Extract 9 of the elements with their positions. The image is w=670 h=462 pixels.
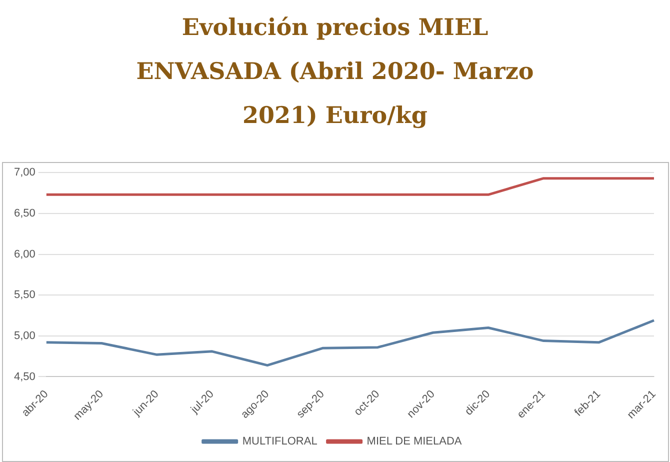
- y-tick-label: 5,50: [14, 289, 36, 302]
- y-tick-label: 7,00: [14, 166, 36, 179]
- y-tick-label: 6,00: [14, 248, 36, 260]
- y-tick-label: 5,00: [14, 330, 36, 342]
- legend-label: MULTIFLORAL: [242, 436, 318, 448]
- chart-title: Evolución precios MIEL ENVASADA (Abril 2020- Marzo 2021) Euro/kg: [135, 13, 535, 129]
- legend-label: MIEL DE MIELADA: [366, 436, 462, 448]
- y-tick-label: 6,50: [14, 207, 36, 220]
- y-tick-label: 4,50: [14, 370, 36, 383]
